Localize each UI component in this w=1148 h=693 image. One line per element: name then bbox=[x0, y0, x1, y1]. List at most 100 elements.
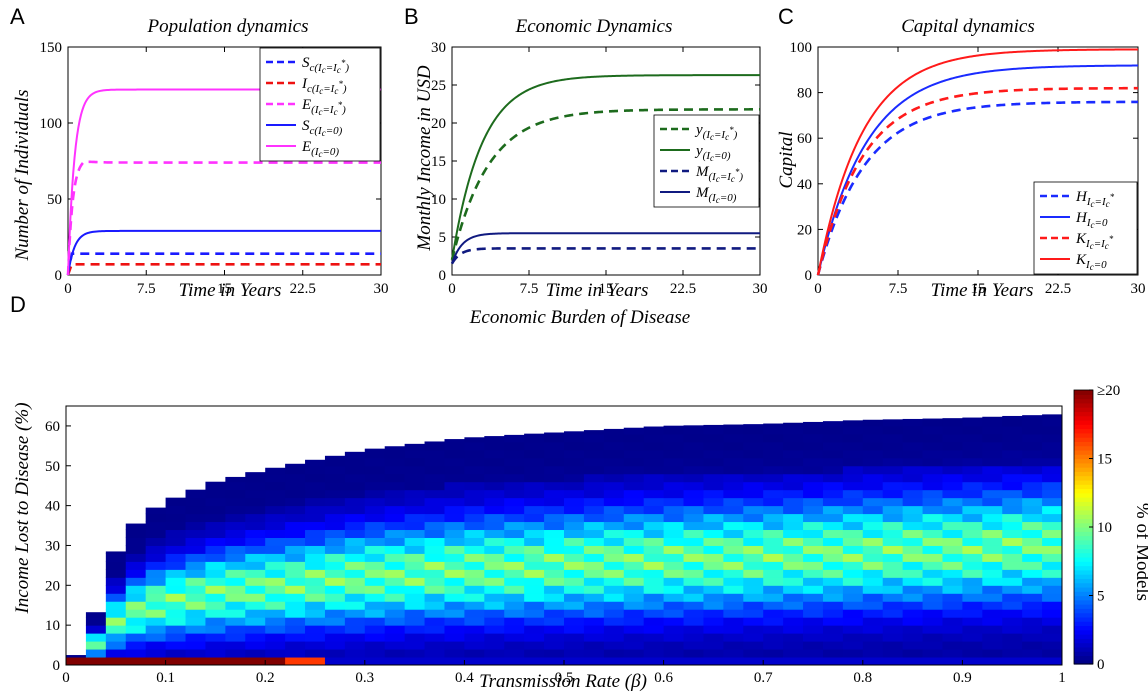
heatmap-cell bbox=[1002, 633, 1023, 642]
heatmap-cell bbox=[245, 617, 266, 626]
heatmap-cell bbox=[942, 593, 963, 602]
heatmap-cell bbox=[703, 633, 724, 642]
heatmap-cell bbox=[384, 497, 406, 507]
heatmap-cell bbox=[723, 424, 744, 427]
x-tick-label: 0.6 bbox=[654, 670, 673, 686]
heatmap-cell bbox=[623, 441, 645, 451]
heatmap-cell bbox=[285, 481, 306, 491]
heatmap-cell bbox=[245, 553, 266, 562]
heatmap-cell bbox=[583, 601, 605, 610]
heatmap-cell bbox=[524, 537, 545, 546]
heatmap-cell bbox=[1042, 414, 1063, 419]
heatmap-cell bbox=[763, 601, 784, 610]
heatmap-cell bbox=[663, 577, 685, 586]
heatmap-cell bbox=[125, 585, 147, 594]
heatmap-cell bbox=[1022, 415, 1043, 419]
heatmap-cell bbox=[484, 441, 505, 451]
heatmap-cell bbox=[464, 449, 485, 459]
heatmap-cell bbox=[763, 657, 784, 666]
heatmap-cell bbox=[643, 497, 665, 507]
colorbar-step bbox=[1074, 608, 1093, 614]
heatmap-cell bbox=[962, 561, 983, 570]
panel-b-xlabel: Time in Years bbox=[546, 280, 649, 301]
heatmap-cell bbox=[205, 569, 226, 578]
panel-c-ylabel: Capital bbox=[776, 131, 797, 188]
x-tick-label: 7.5 bbox=[520, 281, 539, 297]
heatmap-cell bbox=[703, 545, 724, 554]
heatmap-cell bbox=[623, 521, 645, 531]
heatmap-cell bbox=[225, 625, 246, 634]
heatmap-cell bbox=[982, 657, 1003, 666]
heatmap-cell bbox=[245, 585, 266, 594]
heatmap-cell bbox=[822, 545, 844, 554]
heatmap-cell bbox=[524, 609, 545, 618]
heatmap-cell bbox=[444, 569, 465, 578]
heatmap-cell bbox=[404, 505, 426, 515]
heatmap-cell bbox=[105, 641, 127, 650]
heatmap-cell bbox=[324, 633, 346, 642]
heatmap-cell bbox=[384, 649, 406, 658]
heatmap-cell bbox=[404, 641, 426, 650]
colorbar-step bbox=[1074, 574, 1093, 579]
heatmap-cell bbox=[763, 545, 784, 554]
heatmap-cell bbox=[643, 577, 665, 586]
panel-d-ylabel: Income Lost to Disease (%) bbox=[12, 402, 33, 614]
heatmap-cell bbox=[205, 497, 226, 507]
heatmap-cell bbox=[723, 593, 744, 602]
heatmap-cell bbox=[324, 641, 346, 650]
heatmap-cell bbox=[902, 481, 924, 491]
heatmap-cell bbox=[464, 577, 485, 586]
heatmap-cell bbox=[205, 513, 226, 523]
heatmap-cell bbox=[444, 497, 465, 507]
series-line bbox=[817, 48, 1138, 276]
heatmap-cell bbox=[424, 529, 445, 538]
heatmap-cell bbox=[504, 465, 525, 475]
heatmap-cell bbox=[902, 641, 924, 650]
heatmap-cell bbox=[404, 625, 426, 634]
heatmap-cell bbox=[285, 489, 306, 499]
x-tick-label: 0.7 bbox=[754, 670, 773, 686]
heatmap-cell bbox=[803, 609, 824, 618]
heatmap-cell bbox=[982, 473, 1003, 483]
heatmap-cell bbox=[444, 441, 465, 451]
heatmap-cell bbox=[504, 553, 525, 562]
heatmap-cell bbox=[185, 553, 206, 562]
heatmap-cell bbox=[185, 545, 206, 554]
heatmap-cell bbox=[783, 625, 804, 634]
x-tick-label: 0 bbox=[64, 281, 72, 297]
heatmap-cell bbox=[583, 625, 605, 634]
heatmap-cell bbox=[743, 457, 764, 467]
heatmap-cell bbox=[66, 657, 87, 666]
heatmap-cell bbox=[623, 633, 645, 642]
colorbar-step bbox=[1074, 621, 1093, 627]
heatmap-cell bbox=[643, 426, 665, 435]
heatmap-cell bbox=[344, 601, 366, 610]
heatmap-cell bbox=[882, 529, 904, 538]
heatmap-cell bbox=[962, 593, 983, 602]
heatmap-cell bbox=[862, 537, 884, 546]
heatmap-cell bbox=[564, 585, 585, 594]
heatmap-cell bbox=[902, 465, 924, 475]
legend-entry: M(Ic=0) bbox=[695, 185, 737, 205]
heatmap-cell bbox=[603, 457, 625, 467]
heatmap-cell bbox=[205, 585, 226, 594]
heatmap-cell bbox=[384, 505, 406, 515]
heatmap-cell bbox=[384, 521, 406, 531]
heatmap-cell bbox=[743, 489, 764, 499]
heatmap-cell bbox=[444, 641, 465, 650]
heatmap-cell bbox=[743, 625, 764, 634]
x-tick-label: 15 bbox=[599, 281, 614, 297]
heatmap-cell bbox=[125, 625, 147, 634]
heatmap-cell bbox=[344, 657, 366, 666]
heatmap-cell bbox=[743, 473, 764, 483]
legend-entry: KIc=0 bbox=[1075, 252, 1107, 272]
heatmap-cell bbox=[125, 529, 147, 538]
heatmap-cell bbox=[882, 545, 904, 554]
heatmap-cell bbox=[982, 649, 1003, 658]
x-tick-label: 0 bbox=[448, 281, 456, 297]
heatmap-cell bbox=[344, 625, 366, 634]
heatmap-cell bbox=[922, 625, 943, 634]
heatmap-cell bbox=[544, 473, 565, 483]
heatmap-cell bbox=[743, 601, 764, 610]
heatmap-cell bbox=[105, 553, 127, 562]
